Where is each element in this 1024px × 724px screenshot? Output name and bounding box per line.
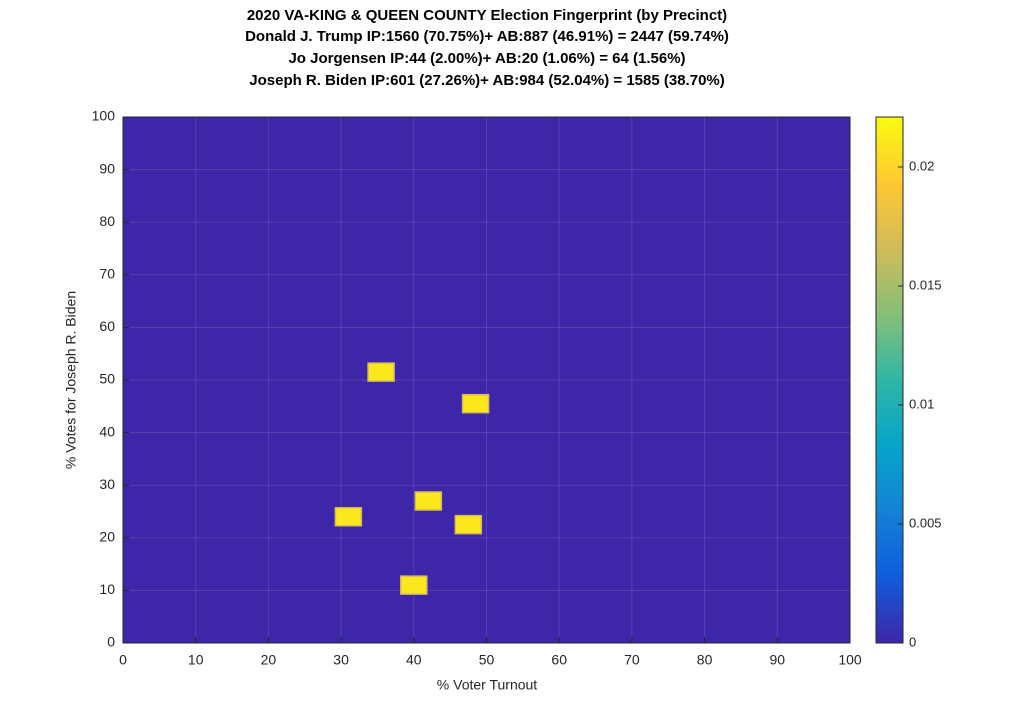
y-tick-label: 100 <box>92 108 116 124</box>
x-tick-label: 0 <box>119 652 127 668</box>
heat-cell <box>461 393 490 414</box>
x-tick-label: 30 <box>333 652 349 668</box>
y-axis-label: % Votes for Joseph R. Biden <box>63 291 79 469</box>
x-tick-label: 20 <box>261 652 277 668</box>
y-tick-label: 40 <box>99 423 115 439</box>
y-tick-label: 10 <box>99 581 115 597</box>
chart-subtitle: Jo Jorgensen IP:44 (2.00%)+ AB:20 (1.06%… <box>288 50 685 67</box>
colorbar-tick-label: 0.01 <box>909 396 934 411</box>
chart-title: 2020 VA-KING & QUEEN COUNTY Election Fin… <box>247 7 727 24</box>
colorbar-tick-label: 0.005 <box>909 515 942 530</box>
x-axis-label: % Voter Turnout <box>437 677 538 693</box>
y-tick-label: 70 <box>99 266 115 282</box>
chart-subtitle: Donald J. Trump IP:1560 (70.75%)+ AB:887… <box>245 28 729 45</box>
colorbar-tick-label: 0.02 <box>909 158 934 173</box>
chart-subtitle: Joseph R. Biden IP:601 (27.26%)+ AB:984 … <box>249 72 725 89</box>
heat-cell <box>414 491 443 511</box>
y-tick-label: 20 <box>99 529 115 545</box>
x-tick-label: 90 <box>770 652 786 668</box>
y-tick-label: 30 <box>99 476 115 492</box>
heat-cell <box>454 514 483 535</box>
y-tick-label: 80 <box>99 213 115 229</box>
x-tick-label: 70 <box>624 652 640 668</box>
plot-area <box>123 117 850 643</box>
y-tick-label: 90 <box>99 160 115 176</box>
y-tick-label: 50 <box>99 371 115 387</box>
heat-cell <box>334 507 363 527</box>
x-tick-label: 60 <box>551 652 567 668</box>
colorbar <box>875 116 904 644</box>
colorbar-tick-label: 0.015 <box>909 277 942 292</box>
x-tick-label: 40 <box>406 652 422 668</box>
x-tick-label: 50 <box>479 652 495 668</box>
x-tick-label: 10 <box>188 652 204 668</box>
x-tick-label: 100 <box>838 652 862 668</box>
colorbar-tick-label: 0 <box>909 634 916 649</box>
heat-cell <box>400 575 428 595</box>
y-tick-label: 60 <box>99 318 115 334</box>
plot-frame <box>122 116 851 644</box>
y-tick-label: 0 <box>107 634 115 650</box>
heat-cell <box>367 362 395 382</box>
x-tick-label: 80 <box>697 652 713 668</box>
